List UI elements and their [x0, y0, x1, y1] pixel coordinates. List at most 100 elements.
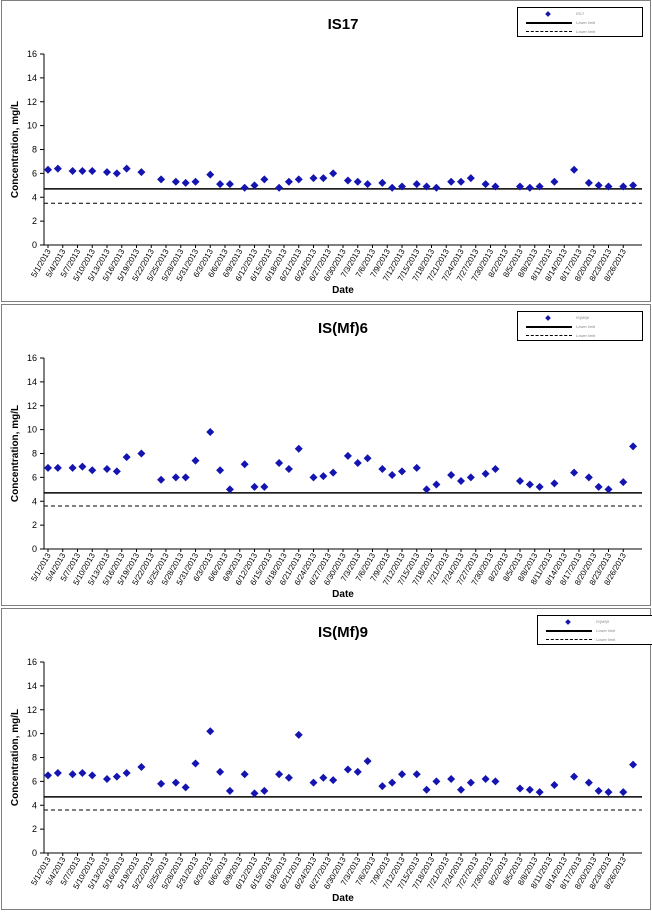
data-point — [103, 465, 111, 474]
data-point — [398, 182, 406, 191]
legend-solid-label: Lower limit — [576, 20, 596, 25]
data-point — [88, 166, 97, 175]
y-tick-label: 10 — [27, 729, 37, 739]
data-point — [535, 182, 544, 191]
legend-dashed-line-icon — [526, 335, 572, 336]
data-point — [329, 776, 338, 785]
data-point — [225, 180, 234, 189]
data-point — [68, 770, 77, 779]
data-point — [432, 480, 441, 489]
data-point — [225, 485, 234, 494]
y-tick-label: 0 — [32, 848, 37, 858]
y-tick-label: 14 — [27, 73, 37, 83]
legend-diamond-icon — [545, 11, 551, 17]
data-point — [137, 168, 146, 177]
chart-title: IS(Mf)9 — [318, 624, 368, 641]
data-point — [491, 182, 500, 191]
y-tick-label: 0 — [32, 544, 37, 554]
data-point — [240, 460, 249, 469]
y-tick-label: 2 — [32, 520, 37, 530]
data-point — [191, 177, 200, 186]
data-point — [260, 482, 269, 491]
data-point — [412, 463, 421, 472]
data-point — [260, 786, 269, 795]
data-point — [284, 465, 293, 474]
data-point — [275, 459, 284, 468]
data-point — [44, 771, 52, 780]
y-tick-label: 12 — [27, 401, 37, 411]
y-tick-label: 10 — [27, 425, 37, 435]
data-point — [343, 451, 352, 460]
data-point — [103, 774, 111, 783]
legend-solid-line-icon — [526, 326, 572, 328]
data-point — [584, 178, 593, 187]
data-point — [309, 473, 318, 482]
data-point — [629, 181, 638, 190]
data-point — [78, 166, 87, 175]
data-point — [309, 174, 318, 183]
data-point — [157, 779, 166, 788]
data-point — [122, 453, 131, 462]
data-point — [594, 482, 603, 491]
data-point — [378, 465, 387, 474]
data-point — [398, 770, 406, 779]
data-point — [604, 788, 613, 797]
data-point — [157, 175, 166, 184]
legend-diamond-icon — [565, 619, 571, 625]
data-point — [53, 164, 62, 173]
x-axis-label: Date — [332, 589, 354, 600]
data-point — [447, 470, 456, 479]
y-tick-label: 8 — [32, 449, 37, 459]
data-point — [319, 472, 328, 481]
data-point — [570, 772, 579, 781]
data-point — [535, 482, 544, 491]
y-tick-label: 12 — [27, 705, 37, 715]
data-point — [584, 778, 593, 787]
data-point — [604, 182, 613, 191]
data-point — [122, 769, 131, 778]
data-point — [275, 183, 284, 192]
data-point — [53, 769, 62, 778]
y-tick-label: 12 — [27, 97, 37, 107]
data-point — [216, 180, 225, 189]
data-point — [481, 180, 490, 189]
data-point — [319, 773, 328, 782]
y-tick-label: 14 — [27, 377, 37, 387]
data-point — [171, 473, 180, 482]
data-point — [353, 459, 362, 468]
data-point — [388, 778, 397, 787]
data-point — [284, 773, 293, 782]
legend-solid-label: Lower limit — [596, 628, 616, 633]
data-point — [275, 770, 284, 779]
data-point — [388, 470, 397, 479]
data-point — [137, 763, 146, 772]
data-point — [412, 770, 421, 779]
x-axis-label: Date — [332, 285, 354, 296]
y-tick-label: 14 — [27, 681, 37, 691]
data-point — [422, 785, 431, 794]
legend-diamond-icon — [545, 315, 551, 321]
y-tick-label: 2 — [32, 824, 37, 834]
data-point — [525, 183, 534, 192]
data-point — [250, 181, 259, 190]
data-point — [329, 169, 338, 178]
data-point — [112, 169, 121, 178]
data-point — [112, 467, 121, 476]
data-point — [491, 777, 500, 786]
legend-series-label: IS17 — [576, 11, 585, 16]
data-point — [284, 177, 293, 186]
data-point — [629, 760, 638, 769]
y-tick-label: 2 — [32, 216, 37, 226]
y-tick-label: 8 — [32, 145, 37, 155]
y-axis-label: Concentration, mg/L — [10, 405, 21, 502]
data-point — [353, 767, 362, 776]
x-axis-label: Date — [332, 893, 354, 904]
data-point — [516, 476, 524, 485]
data-point — [240, 770, 249, 779]
data-point — [550, 780, 559, 789]
data-point — [535, 788, 544, 797]
data-point — [191, 456, 200, 465]
